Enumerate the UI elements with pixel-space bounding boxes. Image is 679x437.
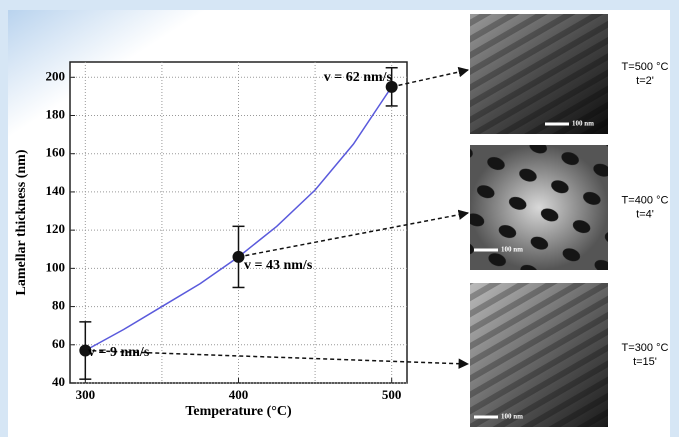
y-tick-label: 140 [46,183,66,198]
image-temperature: T=300 °C [622,342,669,354]
image-time: t=4' [636,208,654,220]
y-tick-label: 180 [46,106,66,121]
annotation: v = 43 nm/s [244,258,313,273]
scale-label: 100 nm [501,246,523,254]
image-temperature: T=500 °C [622,61,669,73]
tem-texture [470,14,608,134]
y-tick-label: 40 [52,374,65,389]
scale-label: 100 nm [572,120,594,128]
page: {"chart_data": {"type": "scatter", "x_la… [0,0,679,437]
tem-images [470,14,608,427]
scale-label: 100 nm [501,413,523,421]
y-tick-label: 60 [52,336,65,351]
y-tick-label: 120 [46,221,66,236]
tem-texture [470,283,608,427]
x-tick-label: 400 [229,387,249,402]
y-axis-label: Lamellar thickness (nm) [14,149,29,295]
annotation: v = 9 nm/s [88,345,150,360]
x-tick-label: 500 [382,387,402,402]
y-tick-label: 160 [46,145,66,160]
x-tick-label: 300 [76,387,96,402]
image-temperature: T=400 °C [622,194,669,206]
figure: 40 60 80 100 120 140 160 180 200 300 400 500 Tempera… [0,0,679,437]
y-tick-label: 100 [46,259,66,274]
image-time: t=2' [636,75,654,87]
point [233,251,245,263]
annotation: v = 62 nm/s [324,70,393,85]
x-axis-label: Temperature (°C) [185,404,292,419]
image-time: t=15' [633,356,657,368]
y-tick-label: 200 [46,68,66,83]
y-tick-label: 80 [52,298,65,313]
